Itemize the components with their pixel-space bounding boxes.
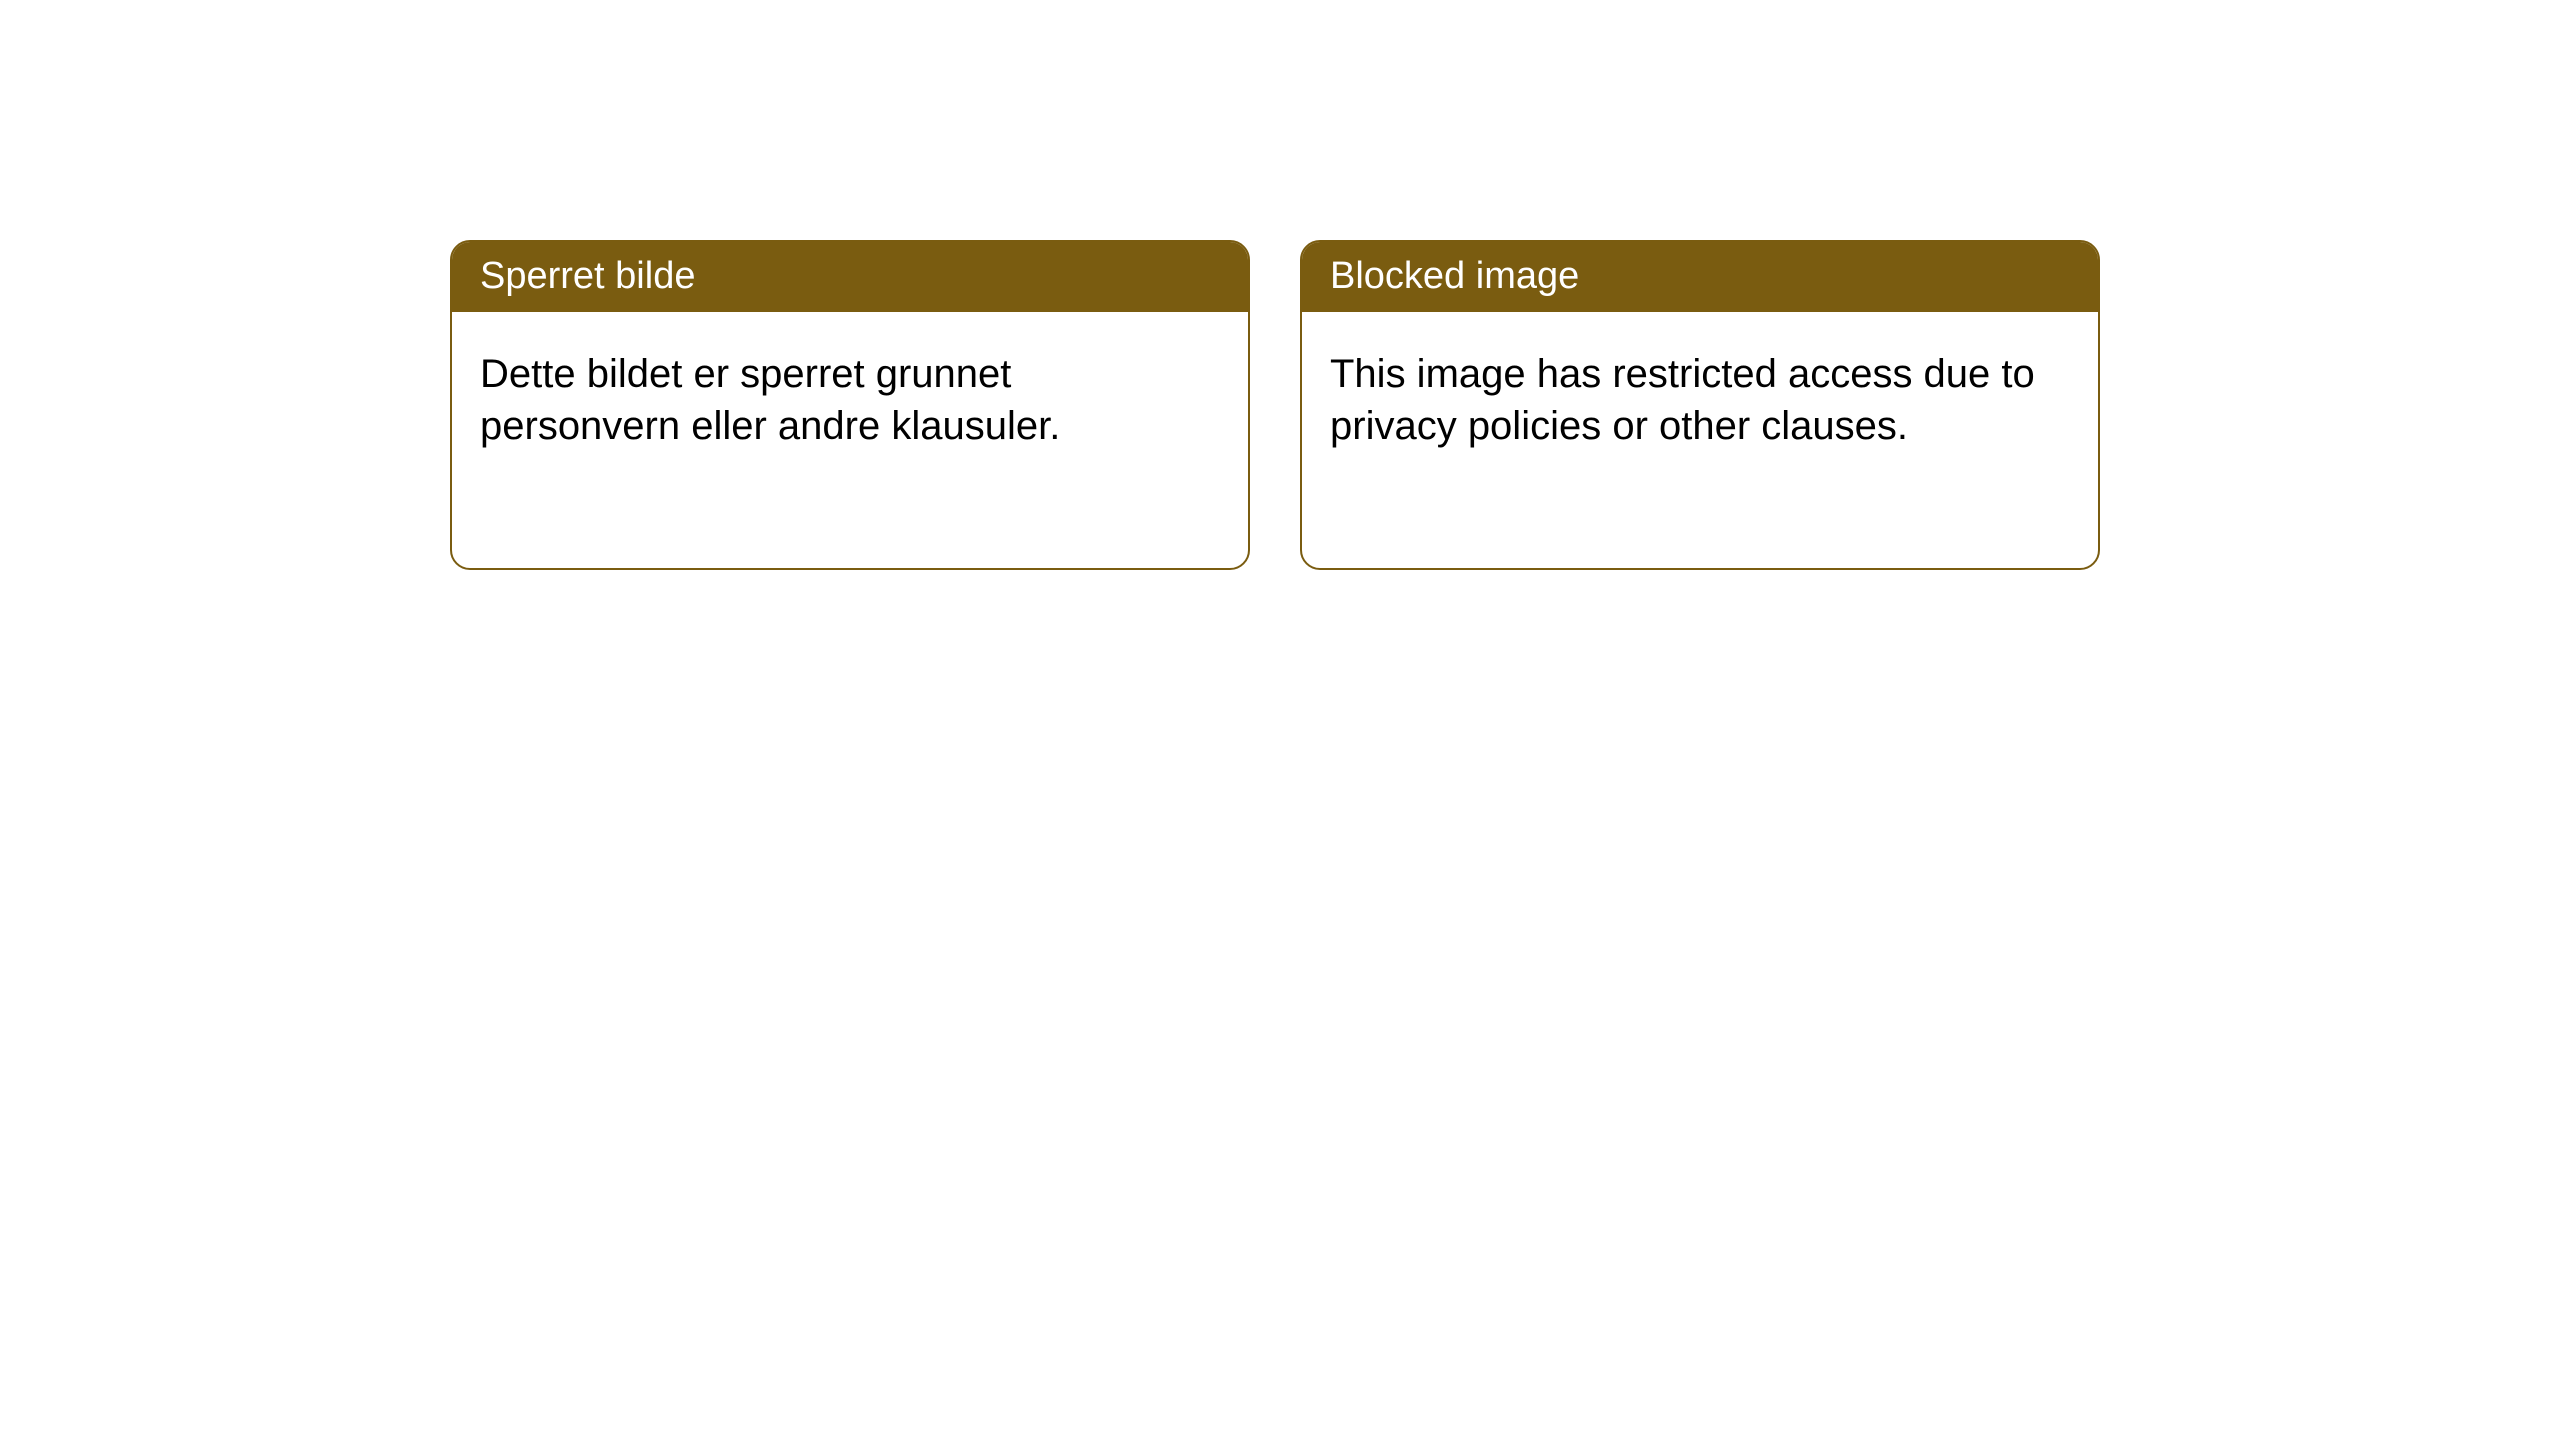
notice-body-english: This image has restricted access due to … [1302, 312, 2098, 488]
notice-header-norwegian: Sperret bilde [452, 242, 1248, 312]
notice-header-english: Blocked image [1302, 242, 2098, 312]
notice-body-norwegian: Dette bildet er sperret grunnet personve… [452, 312, 1248, 488]
notice-card-norwegian: Sperret bilde Dette bildet er sperret gr… [450, 240, 1250, 570]
notice-card-english: Blocked image This image has restricted … [1300, 240, 2100, 570]
notice-container: Sperret bilde Dette bildet er sperret gr… [0, 0, 2560, 570]
